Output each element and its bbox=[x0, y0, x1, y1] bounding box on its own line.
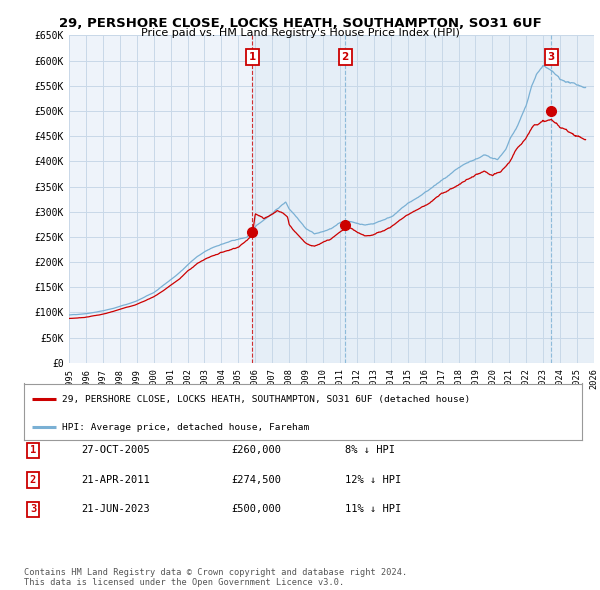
Text: 2: 2 bbox=[341, 52, 349, 62]
Text: £274,500: £274,500 bbox=[231, 475, 281, 485]
Text: 1: 1 bbox=[30, 445, 36, 455]
Text: HPI: Average price, detached house, Fareham: HPI: Average price, detached house, Fare… bbox=[62, 422, 309, 432]
Text: £500,000: £500,000 bbox=[231, 504, 281, 514]
Bar bbox=[252, 35, 345, 363]
Text: 12% ↓ HPI: 12% ↓ HPI bbox=[345, 475, 401, 485]
Text: 3: 3 bbox=[548, 52, 555, 62]
Bar bbox=[345, 35, 551, 363]
Text: 29, PERSHORE CLOSE, LOCKS HEATH, SOUTHAMPTON, SO31 6UF: 29, PERSHORE CLOSE, LOCKS HEATH, SOUTHAM… bbox=[59, 17, 541, 30]
Text: 11% ↓ HPI: 11% ↓ HPI bbox=[345, 504, 401, 514]
Text: 2: 2 bbox=[30, 475, 36, 485]
Bar bbox=[551, 35, 594, 363]
Text: 27-OCT-2005: 27-OCT-2005 bbox=[81, 445, 150, 455]
Text: 21-APR-2011: 21-APR-2011 bbox=[81, 475, 150, 485]
Text: 3: 3 bbox=[30, 504, 36, 514]
Text: Contains HM Land Registry data © Crown copyright and database right 2024.
This d: Contains HM Land Registry data © Crown c… bbox=[24, 568, 407, 587]
Text: 29, PERSHORE CLOSE, LOCKS HEATH, SOUTHAMPTON, SO31 6UF (detached house): 29, PERSHORE CLOSE, LOCKS HEATH, SOUTHAM… bbox=[62, 395, 470, 404]
Text: 1: 1 bbox=[248, 52, 256, 62]
Text: 8% ↓ HPI: 8% ↓ HPI bbox=[345, 445, 395, 455]
Text: 21-JUN-2023: 21-JUN-2023 bbox=[81, 504, 150, 514]
Text: Price paid vs. HM Land Registry's House Price Index (HPI): Price paid vs. HM Land Registry's House … bbox=[140, 28, 460, 38]
Text: £260,000: £260,000 bbox=[231, 445, 281, 455]
